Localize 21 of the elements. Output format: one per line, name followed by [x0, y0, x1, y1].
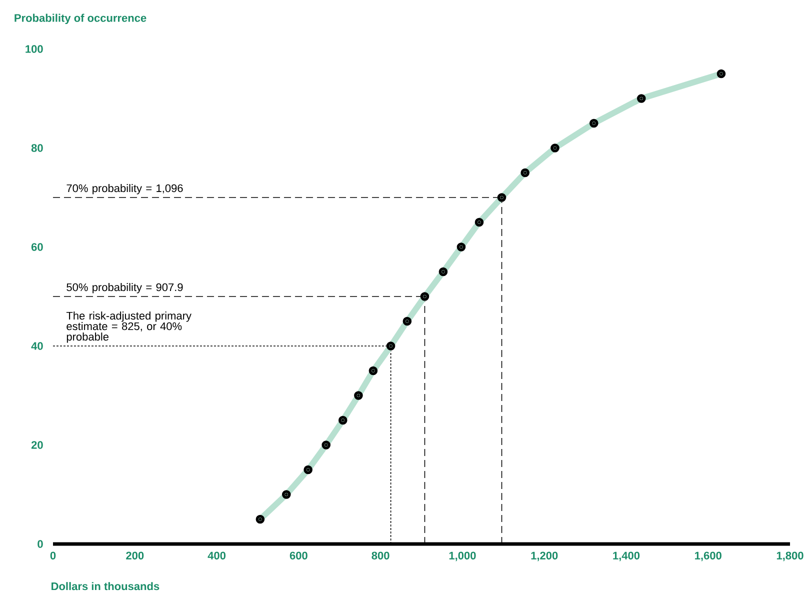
y-tick-label: 0: [38, 540, 43, 548]
x-tick-label: 200: [126, 552, 144, 560]
x-tick-label: 400: [208, 552, 226, 560]
x-tick-label: 1,800: [776, 552, 804, 562]
y-tick-label: 100: [26, 45, 43, 53]
x-tick-label: 600: [290, 552, 308, 560]
y-tick-label: 80: [31, 144, 43, 152]
annotation: 70% probability = 1,096: [66, 184, 183, 194]
y-axis-title: Probability of occurrence: [14, 14, 146, 24]
x-tick-label: 1,400: [613, 552, 640, 562]
y-tick-label: 60: [31, 243, 43, 251]
y-tick-label: 40: [31, 342, 43, 350]
x-tick-label: 0: [50, 552, 56, 560]
annotation: The risk-adjusted primary estimate = 825, or 40% probable: [66, 312, 192, 343]
annotation: 50% probability = 907.9: [66, 283, 183, 294]
x-tick-label: 1,600: [695, 552, 722, 562]
x-tick-label: 1,000: [449, 552, 476, 562]
y-tick-label: 20: [31, 441, 43, 449]
x-tick-label: 1,200: [531, 552, 558, 562]
x-axis-title: Dollars in thousands: [52, 582, 160, 590]
x-tick-label: 800: [372, 552, 390, 560]
